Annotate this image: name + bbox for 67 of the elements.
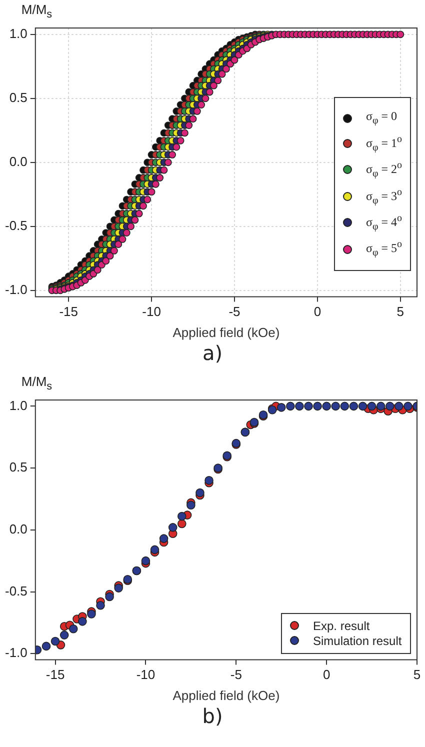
point [358, 402, 368, 411]
point [96, 600, 105, 610]
y-axis-title: M/M$_{s}$ [21, 374, 52, 393]
point [367, 402, 376, 411]
point [204, 476, 214, 485]
y-tick-label: 1.0 [9, 398, 28, 413]
point [385, 402, 394, 411]
y-tick-label: 1.0 [9, 26, 28, 41]
x-tick-label: -15 [46, 667, 65, 682]
point [105, 592, 114, 602]
point [68, 624, 78, 634]
legend-label: Exp. result [313, 618, 370, 633]
y-tick-label: 0.5 [9, 460, 28, 475]
point [150, 545, 160, 554]
x-tick-label: -10 [142, 304, 161, 320]
x-tick-label: -5 [228, 304, 240, 320]
x-tick-label: -15 [59, 304, 78, 320]
x-tick-label: -5 [230, 667, 242, 682]
legend-label: σ$_{φ}$ = 3$^{o}$ [366, 186, 402, 206]
point [141, 556, 150, 566]
point [295, 402, 304, 411]
point [404, 402, 412, 411]
y-axis-title: M/M$_{s}$ [21, 2, 52, 21]
point [114, 584, 123, 592]
y-tick-label: -1.0 [4, 282, 28, 297]
point [60, 630, 69, 640]
y-tick-label: -0.5 [4, 583, 28, 598]
x-tick-label: 5 [396, 304, 404, 320]
point [159, 534, 168, 543]
point [286, 402, 295, 411]
y-tick-label: 0.5 [9, 90, 28, 105]
text: a) [201, 341, 224, 365]
point [78, 617, 87, 626]
legend-label: σ$_{φ}$ = 4$^{o}$ [366, 212, 402, 232]
legend-label: σ$_{φ}$ = 2$^{o}$ [366, 160, 402, 180]
legend-label: σ$_{φ}$ = 1$^{o}$ [366, 134, 402, 154]
point [177, 512, 186, 521]
x-axis-title: Applied field (kOe) [172, 324, 280, 340]
x-tick-label: 5 [413, 667, 421, 682]
x-tick-label: 0 [314, 304, 322, 320]
point [376, 402, 386, 411]
x-tick-label: -10 [136, 667, 156, 682]
point [331, 402, 340, 411]
point [313, 402, 322, 411]
y-tick-label: -1.0 [4, 645, 28, 660]
point [196, 488, 204, 498]
point [276, 403, 286, 412]
x-axis-title: Applied field (kOe) [172, 688, 280, 703]
legend-label: Simulation result [313, 634, 402, 648]
point [349, 402, 358, 411]
point [50, 636, 60, 646]
point [340, 402, 350, 411]
point [168, 523, 178, 532]
y-tick-label: 0.0 [9, 154, 28, 169]
text: b) [201, 704, 224, 728]
point [87, 610, 96, 618]
point [394, 402, 404, 411]
legend-label: σ$_{φ}$ = 5$^{o}$ [366, 239, 402, 259]
y-tick-label: 0.0 [9, 521, 28, 536]
y-tick-label: -0.5 [4, 218, 28, 233]
point [322, 402, 331, 411]
point [304, 402, 313, 411]
x-tick-label: 0 [322, 667, 330, 682]
legend-label: σ$_{φ}$ = 0 [366, 109, 398, 127]
point [177, 519, 186, 528]
point [42, 642, 51, 651]
point [186, 500, 196, 510]
